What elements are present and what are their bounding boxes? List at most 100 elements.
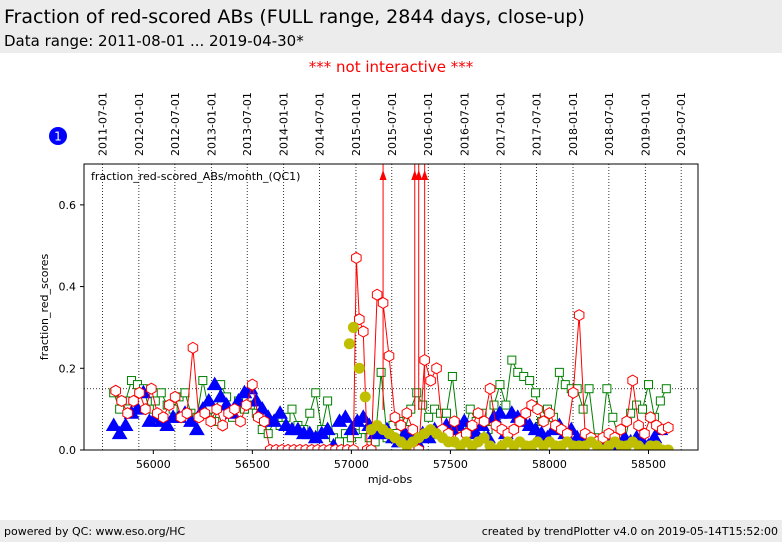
square-marker <box>626 408 636 418</box>
y-tick-label: 0.2 <box>59 362 77 375</box>
hexagon-marker <box>187 341 199 354</box>
triangle-marker <box>319 421 336 436</box>
date-tick-label: 2016-01-01 <box>422 92 435 156</box>
square-marker <box>655 396 665 406</box>
hexagon-marker <box>205 415 217 428</box>
triangle-marker <box>105 417 122 431</box>
square-marker <box>507 355 517 365</box>
hexagon-marker <box>157 411 169 424</box>
series-hexagon <box>110 164 674 450</box>
hexagon-marker <box>229 403 240 416</box>
date-tick-label: 2015-01-01 <box>350 92 363 156</box>
hexagon-marker <box>615 423 627 436</box>
plot-area <box>105 164 674 450</box>
hexagon-marker <box>358 325 369 338</box>
data-range-subtitle: Data range: 2011-08-01 ... 2019-04-30* <box>4 32 304 50</box>
hexagon-marker <box>508 423 520 436</box>
hexagon-marker <box>419 354 430 367</box>
hexagon-marker <box>146 382 157 395</box>
hexagon-marker <box>128 394 139 408</box>
square-marker <box>263 429 273 439</box>
hexagon-marker <box>484 382 496 395</box>
hexagon-marker <box>639 427 650 440</box>
hexagon-marker <box>116 394 127 408</box>
square-marker <box>489 400 499 410</box>
footer-created-by: created by trendPlotter v4.0 on 2019-05-… <box>481 525 778 538</box>
x-tick-label: 57000 <box>334 458 369 471</box>
offscale-arrow <box>415 170 423 180</box>
x-tick-label: 57500 <box>433 458 468 471</box>
hexagon-marker <box>645 411 656 424</box>
square-marker <box>412 388 422 398</box>
hexagon-marker <box>413 443 424 450</box>
square-marker <box>156 388 166 398</box>
square-marker <box>305 408 315 418</box>
hexagon-marker <box>371 288 383 301</box>
date-tick-label: 2017-07-01 <box>531 92 544 156</box>
hexagon-marker <box>449 415 460 428</box>
square-marker <box>447 371 457 381</box>
series-circle <box>343 321 674 450</box>
square-marker <box>376 367 386 377</box>
hexagon-marker <box>354 313 365 326</box>
square-marker <box>643 380 653 390</box>
square-marker <box>501 400 511 410</box>
hexagon-marker <box>365 443 377 450</box>
y-tick-label: 0.6 <box>59 199 77 212</box>
square-marker <box>424 412 434 422</box>
x-tick-label: 56000 <box>136 458 171 471</box>
triangle-marker <box>272 405 288 419</box>
triangle-marker <box>492 405 508 419</box>
hexagon-marker <box>247 378 258 391</box>
chart-axes: 56000 56500 57000 57500 58000 58500 0.0 0.2 0.4 0… <box>59 163 699 471</box>
square-marker <box>287 404 297 414</box>
square-marker <box>180 388 190 398</box>
hexagon-marker <box>532 403 543 416</box>
date-axis: 2011-07-01 2012-01-01 2012-07-01 2013-01-01… <box>96 92 688 156</box>
hexagon-marker <box>544 407 555 420</box>
circle-marker <box>359 391 371 403</box>
square-marker <box>323 396 333 406</box>
date-tick-label: 2013-07-01 <box>241 92 254 156</box>
square-marker <box>495 380 505 390</box>
hexagon-marker <box>425 374 436 387</box>
date-tick-label: 2019-01-01 <box>639 92 652 156</box>
hexagon-marker <box>621 415 632 428</box>
square-marker <box>441 408 451 418</box>
hexagon-marker <box>633 419 644 432</box>
date-tick-label: 2016-07-01 <box>458 92 471 156</box>
x-tick-label: 58000 <box>532 458 567 471</box>
hexagon-marker <box>514 415 526 428</box>
square-marker <box>311 388 321 398</box>
triangle-marker <box>159 417 176 431</box>
hexagon-marker <box>395 419 407 432</box>
hexagon-marker <box>431 362 442 375</box>
hexagon-marker <box>235 415 246 428</box>
hexagon-marker <box>472 407 484 420</box>
date-tick-label: 2013-01-01 <box>205 92 218 156</box>
square-marker <box>661 384 671 394</box>
triangle-marker <box>117 417 134 431</box>
date-tick-label: 2014-07-01 <box>313 92 326 156</box>
hexagon-marker <box>383 349 395 363</box>
hexagon-marker <box>351 251 362 265</box>
hexagon-marker <box>377 296 389 309</box>
circle-marker <box>478 432 490 444</box>
page-title: Fraction of red-scored ABs (FULL range, … <box>4 6 585 28</box>
hexagon-marker <box>110 384 121 397</box>
hexagon-marker <box>538 415 549 428</box>
hexagon-marker <box>122 407 133 420</box>
date-tick-label: 2011-07-01 <box>96 92 109 156</box>
square-marker <box>418 400 428 410</box>
date-tick-label: 2012-01-01 <box>133 92 146 156</box>
hexagon-marker <box>241 398 252 412</box>
triangle-marker <box>212 388 229 403</box>
date-tick-label: 2019-07-01 <box>675 92 688 156</box>
circle-marker <box>347 321 359 333</box>
triangle-marker <box>355 409 372 423</box>
x-axis-label: mjd-obs <box>368 473 413 486</box>
x-tick-label: 56500 <box>235 458 270 471</box>
circle-marker <box>343 338 355 350</box>
square-marker <box>554 367 564 377</box>
